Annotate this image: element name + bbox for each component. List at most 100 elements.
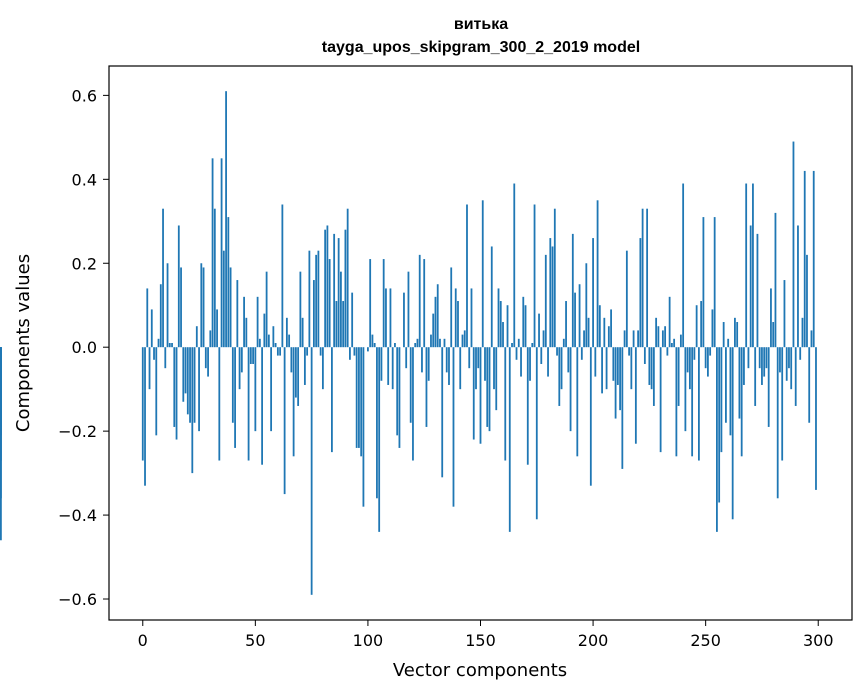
- bar-151: [481, 200, 484, 348]
- bar-274: [758, 347, 761, 369]
- bar-43: [238, 347, 241, 390]
- bar-67: [292, 347, 295, 457]
- y-tick-label: 0.2: [72, 254, 97, 273]
- bar-268: [745, 183, 748, 348]
- bar-281: [774, 212, 777, 348]
- bar-65: [288, 334, 291, 348]
- bar-211: [616, 347, 619, 385]
- bar-205: [603, 317, 606, 348]
- bar-110: [389, 288, 392, 348]
- bar-57: [270, 347, 273, 432]
- bar-297: [810, 330, 813, 348]
- bar-56: [267, 334, 270, 348]
- bar-70: [299, 271, 302, 348]
- bar-62: [281, 204, 284, 348]
- bar-47: [247, 347, 250, 461]
- bar-107: [382, 259, 385, 348]
- bar-114: [398, 347, 401, 448]
- bar-9: [162, 208, 164, 348]
- bar-175: [535, 347, 538, 520]
- bar-229: [657, 326, 660, 348]
- bar-222: [641, 208, 644, 348]
- bar-276: [763, 347, 766, 377]
- bar-173: [531, 343, 534, 348]
- bar-91: [346, 208, 349, 348]
- bar-285: [783, 280, 786, 348]
- x-axis-ticks: 0 50 100 150 200 250 300: [138, 620, 834, 650]
- bar-210: [614, 347, 617, 419]
- bar-35: [220, 158, 223, 348]
- bar-192: [574, 292, 576, 348]
- bar-4: [150, 309, 153, 348]
- bar-219: [634, 347, 637, 444]
- y-axis-label: Components values: [13, 254, 34, 432]
- bar-undefined: [0, 347, 2, 541]
- y-axis-ticks: −0.6 −0.4 −0.2 0.0 0.2 0.4 0.6: [58, 86, 109, 609]
- bar-174: [533, 204, 536, 348]
- bar-231: [661, 330, 664, 348]
- bar-116: [403, 292, 405, 348]
- bar-183: [553, 208, 556, 348]
- bar-275: [761, 347, 763, 385]
- bar-146: [470, 288, 473, 348]
- bar-7: [157, 338, 160, 348]
- bar-82: [326, 225, 329, 348]
- bar-199: [589, 347, 592, 486]
- bar-138: [452, 347, 455, 507]
- bar-3: [148, 347, 151, 390]
- bar-191: [571, 233, 574, 348]
- x-tick-label: 100: [353, 631, 384, 650]
- bar-102: [371, 334, 374, 348]
- bar-104: [376, 347, 378, 499]
- bar-121: [414, 343, 417, 348]
- bar-44: [240, 347, 243, 373]
- bar-198: [587, 317, 590, 348]
- bar-296: [808, 347, 811, 423]
- bar-246: [695, 305, 698, 348]
- bar-84: [331, 347, 333, 453]
- bar-179: [544, 254, 547, 348]
- bar-85: [333, 233, 336, 348]
- bar-77: [315, 254, 318, 348]
- bar-13: [171, 343, 173, 348]
- bar-8: [159, 284, 162, 348]
- bar-184: [556, 347, 558, 356]
- bar-266: [740, 347, 743, 457]
- bar-196: [583, 330, 585, 348]
- bar-38: [227, 217, 230, 348]
- bar-293: [801, 317, 804, 348]
- bar-203: [598, 305, 601, 348]
- chart-title: витька: [454, 16, 508, 33]
- bar-239: [679, 334, 682, 348]
- bar-226: [650, 347, 653, 390]
- bar-106: [380, 347, 383, 381]
- bar-36: [222, 250, 225, 348]
- bar-280: [772, 322, 775, 348]
- bar-112: [394, 343, 396, 348]
- bar-32: [213, 208, 216, 348]
- bar-130: [434, 296, 437, 348]
- bar-76: [312, 280, 315, 348]
- bar-120: [412, 347, 414, 461]
- bar-132: [439, 338, 441, 348]
- bar-214: [623, 330, 626, 348]
- bar-34: [218, 347, 221, 461]
- bar-165: [513, 183, 516, 348]
- bar-206: [605, 347, 608, 390]
- bar-209: [612, 347, 615, 381]
- bar-48: [249, 347, 252, 364]
- bar-270: [749, 225, 752, 348]
- bar-237: [675, 347, 678, 457]
- bar-290: [794, 347, 797, 406]
- bar-117: [405, 347, 408, 369]
- bar-63: [283, 347, 286, 495]
- bar-28: [204, 347, 207, 369]
- bar-240: [682, 183, 685, 348]
- bar-236: [673, 338, 676, 348]
- bar-217: [630, 347, 633, 390]
- bar-131: [436, 284, 439, 348]
- bar-25: [198, 347, 200, 432]
- bar-109: [387, 347, 390, 385]
- bar-134: [443, 338, 446, 348]
